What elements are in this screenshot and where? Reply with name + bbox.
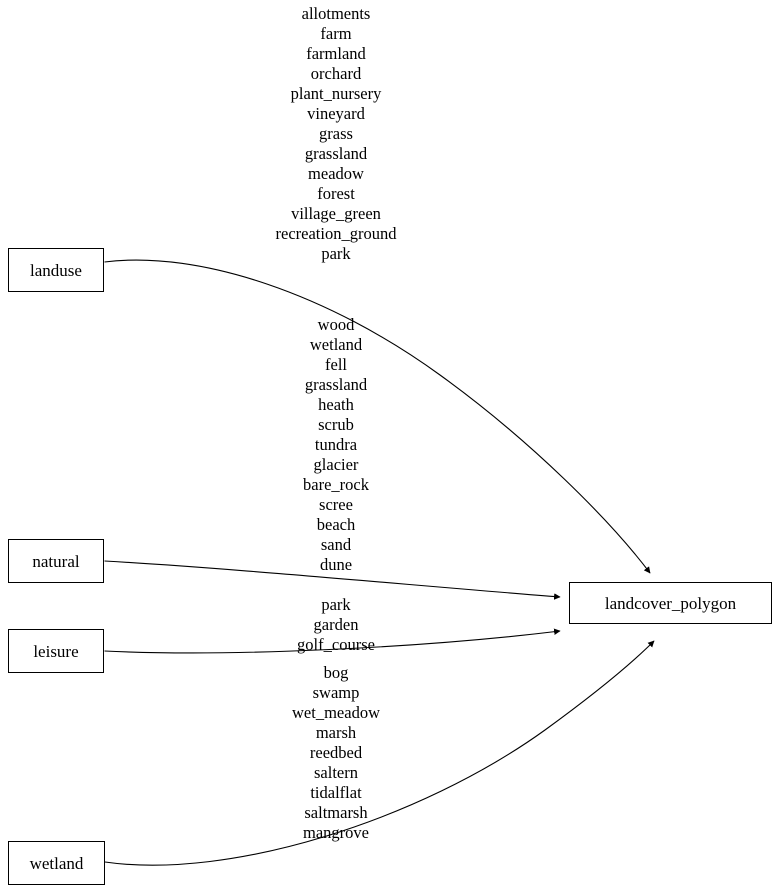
edge-label-value: allotments: [301, 4, 371, 23]
edge-label-value: farmland: [306, 44, 366, 63]
edge-label-value: forest: [317, 184, 355, 203]
edge-label-landuse: allotments farm farmland orchard plant_nurse…: [276, 4, 397, 264]
node-wetland-label: wetland: [29, 853, 84, 873]
edge-label-value: grassland: [304, 144, 368, 163]
node-landcover-polygon[interactable]: landcover_polygon: [569, 582, 772, 624]
edge-label-value: bare_rock: [303, 475, 369, 494]
node-leisure[interactable]: leisure: [8, 629, 104, 673]
edge-label-leisure: park garden golf_course: [297, 595, 375, 655]
node-wetland[interactable]: wetland: [8, 841, 105, 885]
edge-label-value: grassland: [304, 375, 368, 394]
edge-label-value: meadow: [308, 164, 364, 183]
edge-label-value: scrub: [318, 415, 354, 434]
edge-label-value: scree: [319, 495, 353, 514]
node-leisure-label: leisure: [33, 641, 79, 661]
edge-label-value: village_green: [291, 204, 381, 223]
edge-label-natural: wood wetland fell grassland heath scrub tundra…: [303, 315, 369, 575]
edge-label-value: park: [321, 244, 351, 263]
edge-label-value: vineyard: [307, 104, 365, 123]
edge-label-value: saltern: [314, 763, 358, 782]
edge-label-value: fell: [325, 355, 347, 374]
edge-label-value: tundra: [314, 435, 358, 454]
edge-natural-to-landcover-polygon: [104, 560, 561, 600]
edge-landuse-to-landcover-polygon: [104, 259, 651, 574]
edge-label-value: reedbed: [309, 743, 363, 762]
edge-label-value: wet_meadow: [292, 703, 380, 722]
edge-label-value: grass: [319, 124, 353, 143]
edge-label-value: mangrove: [303, 823, 369, 842]
edge-label-value: tidalflat: [310, 783, 362, 802]
edge-label-value: marsh: [315, 723, 357, 742]
edge-label-value: park: [321, 595, 351, 614]
edge-label-value: recreation_ground: [275, 224, 397, 243]
edge-label-value: glacier: [313, 455, 359, 474]
edge-label-value: beach: [316, 515, 356, 534]
edge-label-value: dune: [319, 555, 353, 574]
edge-label-value: bog: [323, 663, 349, 682]
node-natural[interactable]: natural: [8, 539, 104, 583]
edge-label-value: golf_course: [297, 635, 375, 654]
edge-label-value: orchard: [310, 64, 362, 83]
edge-label-value: farm: [320, 24, 352, 43]
edge-label-value: swamp: [312, 683, 360, 702]
edge-label-value: saltmarsh: [304, 803, 368, 822]
node-natural-label: natural: [32, 551, 80, 571]
node-landcover-polygon-label: landcover_polygon: [604, 593, 737, 613]
node-landuse-label: landuse: [30, 260, 82, 280]
edge-label-value: sand: [320, 535, 352, 554]
edge-leisure-to-landcover-polygon: [104, 628, 561, 654]
edge-label-value: plant_nursery: [290, 84, 382, 103]
node-landuse[interactable]: landuse: [8, 248, 104, 292]
edge-label-value: wood: [317, 315, 355, 334]
edge-wetland-to-landcover-polygon: [104, 640, 655, 866]
edge-label-value: heath: [318, 395, 354, 414]
edge-label-value: wetland: [309, 335, 363, 354]
edge-label-value: garden: [313, 615, 359, 634]
edge-label-wetland: bog swamp wet_meadow marsh reedbed saltern tid…: [292, 663, 380, 843]
